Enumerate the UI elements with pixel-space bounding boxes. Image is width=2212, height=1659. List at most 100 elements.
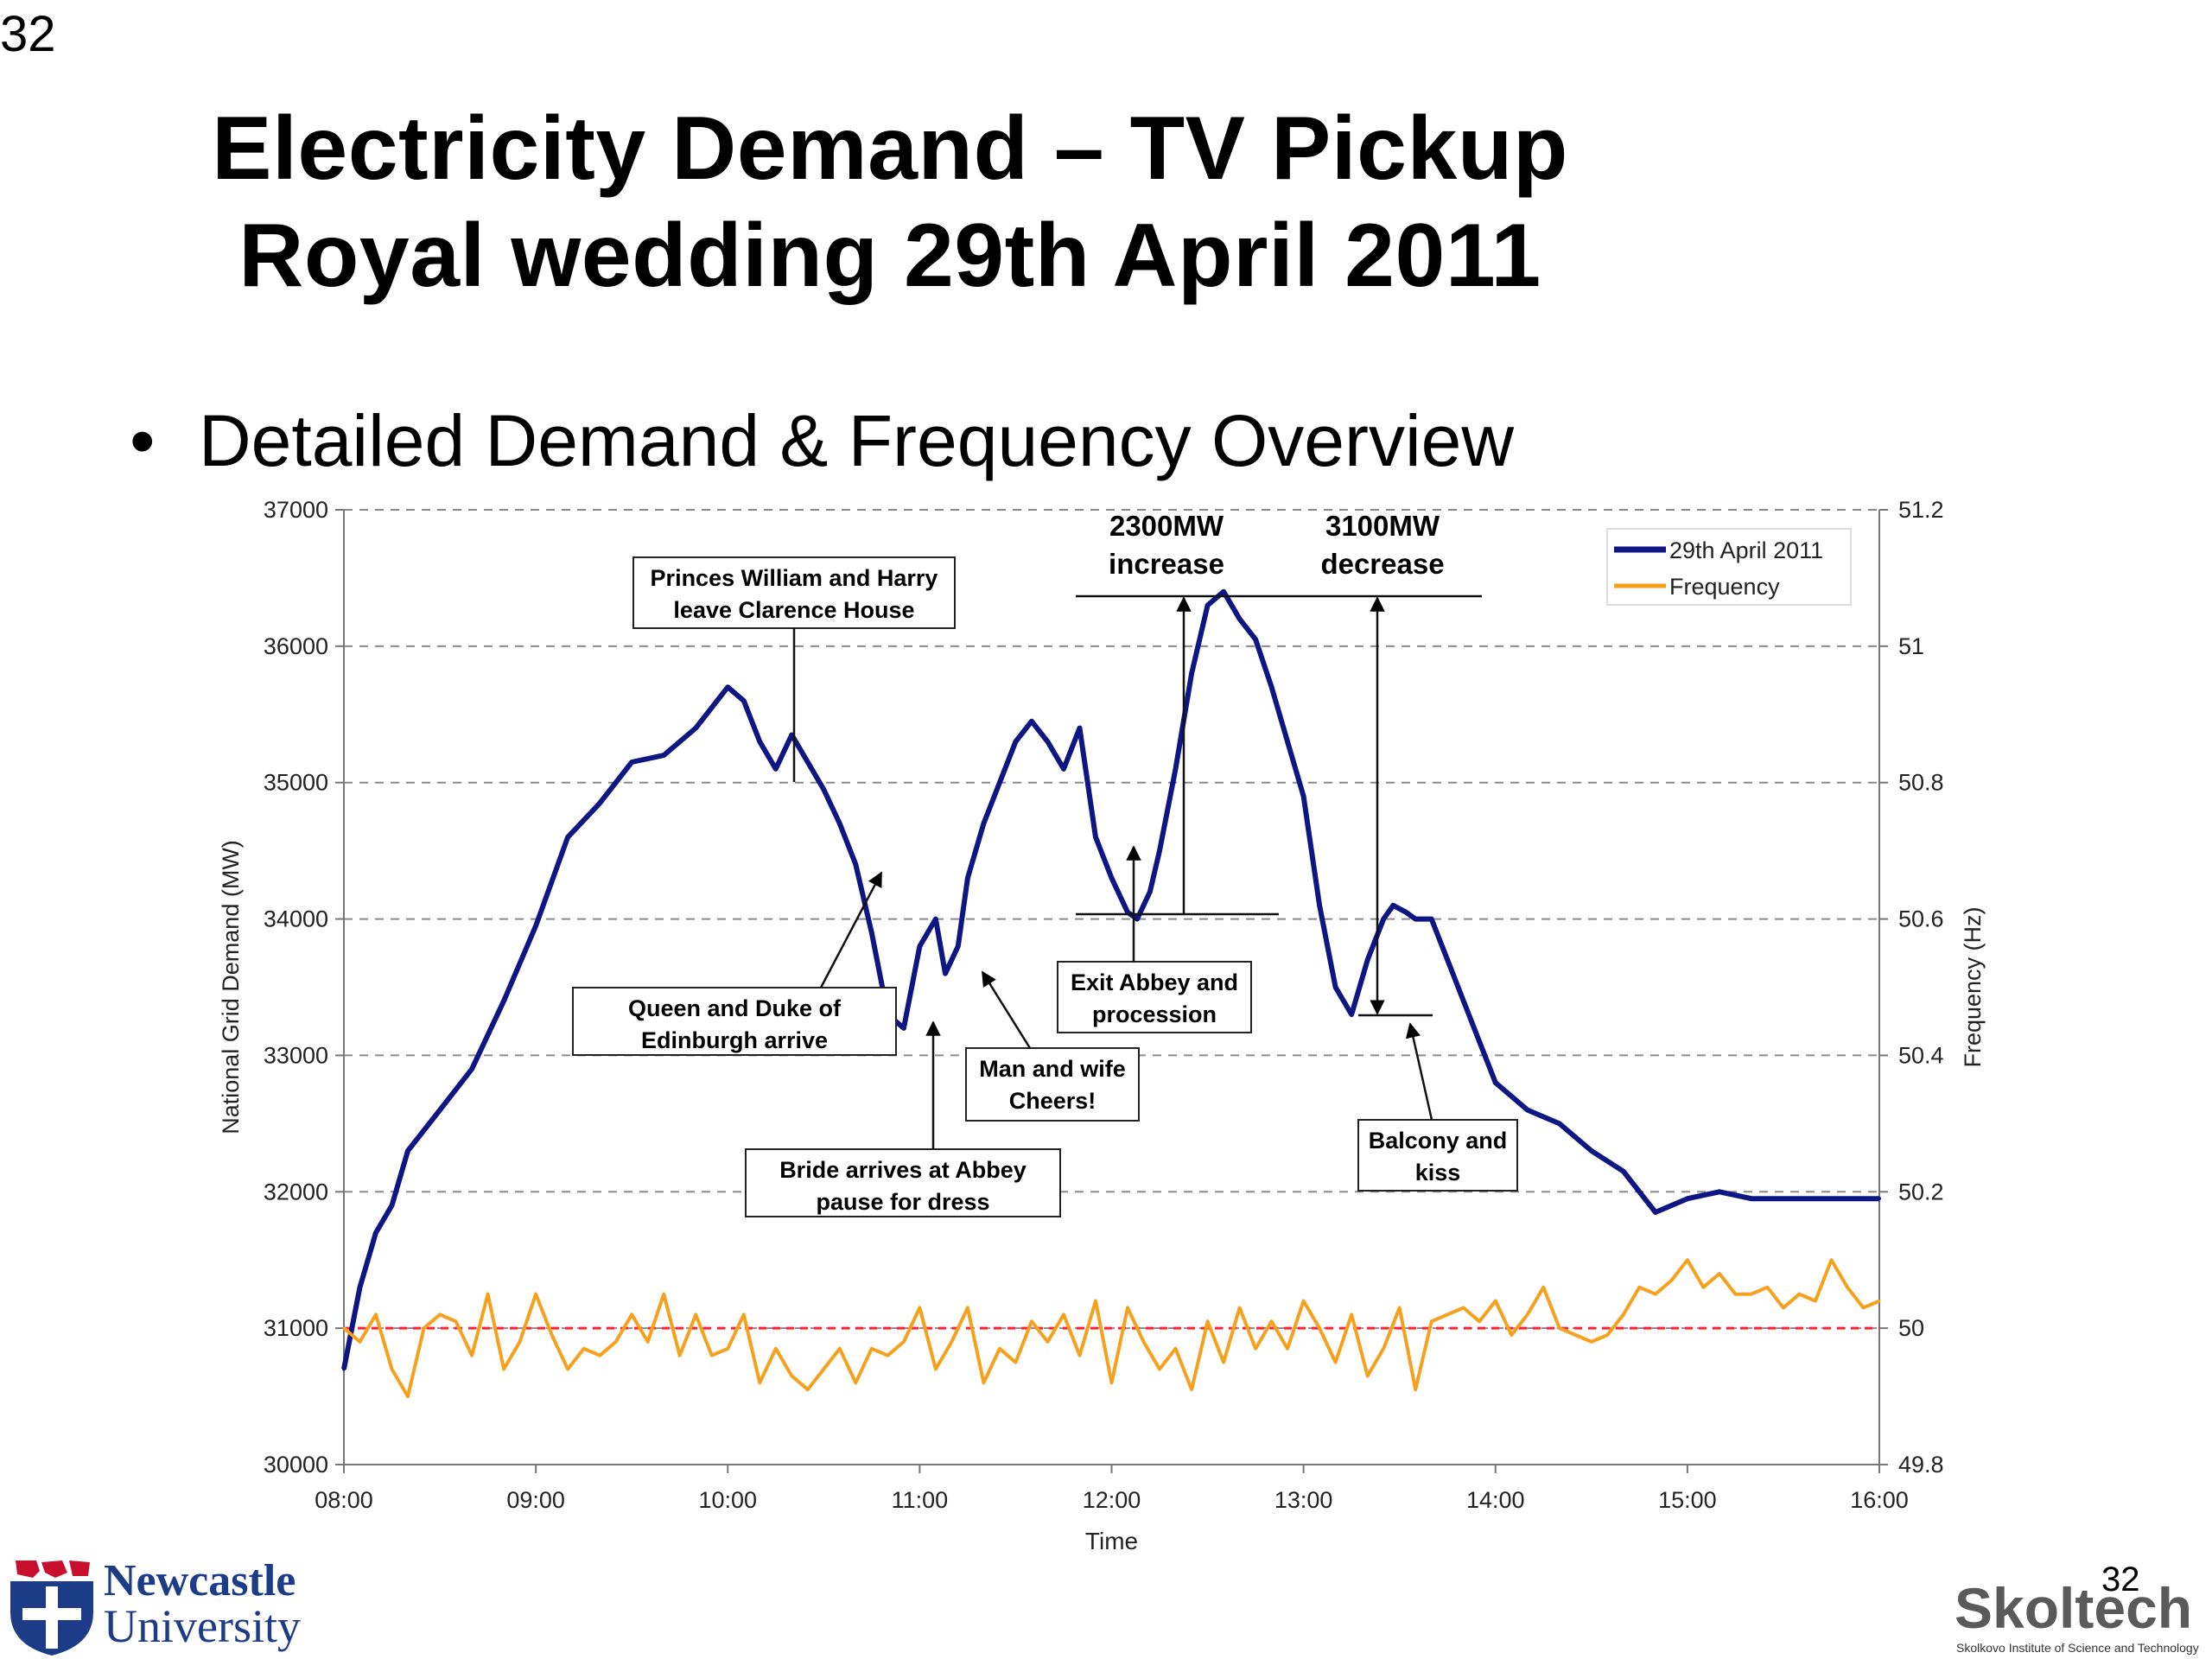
- frequency-point: [854, 1381, 857, 1384]
- frequency-point: [1846, 1286, 1849, 1289]
- demand-point: [758, 740, 762, 744]
- demand-point: [1414, 917, 1418, 921]
- demand-point: [773, 766, 778, 771]
- demand-point: [1333, 985, 1338, 989]
- x-tick-label: 09:00: [506, 1487, 565, 1513]
- skoltech-logo: Skoltech Skolkovo Institute of Science a…: [1955, 1576, 2199, 1655]
- frequency-point: [1733, 1293, 1737, 1296]
- frequency-point: [1637, 1286, 1641, 1289]
- frequency-point: [1254, 1347, 1257, 1351]
- demand-point: [358, 1285, 362, 1289]
- demand-point: [901, 1026, 906, 1030]
- demand-point: [1077, 726, 1082, 730]
- demand-point: [726, 685, 730, 690]
- slide-title: Electricity Demand – TV Pickup Royal wed…: [104, 95, 1676, 309]
- demand-point: [1589, 1148, 1593, 1153]
- demand-point: [982, 822, 986, 826]
- demand-point: [1254, 637, 1258, 641]
- frequency-point: [886, 1354, 889, 1357]
- annotation-text-queen: Queen and Duke of: [628, 995, 842, 1021]
- demand-point: [694, 726, 698, 730]
- demand-point: [933, 917, 938, 921]
- annotation-text-exit: Exit Abbey and: [1071, 969, 1238, 995]
- legend: 29th April 2011 Frequency: [1606, 528, 1852, 606]
- frequency-point: [1094, 1300, 1097, 1303]
- frequency-point: [1861, 1306, 1865, 1309]
- y-tick-label: 35000: [264, 770, 328, 796]
- demand-point: [1237, 617, 1242, 621]
- demand-point: [1350, 1013, 1354, 1017]
- demand-point: [1749, 1197, 1753, 1201]
- x-tick-label: 16:00: [1850, 1487, 1909, 1513]
- frequency-point: [1318, 1326, 1321, 1330]
- demand-point: [1301, 794, 1306, 798]
- frequency-point: [486, 1293, 490, 1296]
- frequency-point: [1222, 1361, 1225, 1364]
- frequency-point: [598, 1354, 601, 1357]
- frequency-point: [1142, 1340, 1146, 1344]
- frequency-point: [438, 1313, 442, 1316]
- frequency-point: [742, 1313, 746, 1316]
- legend-label-demand: 29th April 2011: [1669, 537, 1823, 563]
- demand-point: [1046, 740, 1050, 744]
- y-axis-title: National Grid Demand (MW): [218, 840, 244, 1135]
- annotation-box-bride: [745, 1148, 1061, 1217]
- frequency-point: [1797, 1293, 1801, 1296]
- demand-point: [741, 699, 746, 702]
- frequency-point: [1062, 1313, 1065, 1316]
- demand-point: [534, 924, 538, 928]
- demand-point: [1147, 890, 1152, 893]
- demand-point: [1286, 740, 1290, 744]
- frequency-point: [502, 1368, 505, 1370]
- x-tick-label: 13:00: [1274, 1487, 1333, 1513]
- frequency-point: [822, 1368, 825, 1370]
- y2-tick-label: 51.2: [1898, 497, 1944, 523]
- demand-point: [1109, 876, 1114, 880]
- frequency-point: [1478, 1319, 1481, 1323]
- annotation-text-exit: procession: [1092, 1001, 1217, 1027]
- demand-point: [1205, 603, 1210, 607]
- frequency-point: [1510, 1333, 1513, 1337]
- frequency-point: [614, 1340, 618, 1344]
- frequency-point: [391, 1368, 394, 1370]
- demand-point: [1135, 917, 1140, 921]
- frequency-point: [1526, 1313, 1529, 1316]
- frequency-point: [710, 1354, 714, 1357]
- frequency-point: [1350, 1313, 1353, 1316]
- demand-point: [1493, 1081, 1497, 1084]
- demand-series: [341, 588, 1881, 1371]
- frequency-point: [1462, 1306, 1465, 1309]
- y2-tick-label: 50.2: [1898, 1179, 1944, 1205]
- frequency-point: [1430, 1319, 1433, 1323]
- annotation-box-princes: [632, 556, 956, 629]
- annotation-text-cheers: Man and wife: [979, 1056, 1126, 1082]
- frequency-point: [1334, 1361, 1338, 1364]
- demand-point: [1446, 957, 1450, 962]
- frequency-point: [790, 1374, 793, 1377]
- frequency-point: [1302, 1300, 1306, 1303]
- frequency-point: [1878, 1300, 1881, 1303]
- arrow-balcony: [1405, 1022, 1433, 1121]
- y2-axis-title: Frequency (Hz): [1960, 906, 1986, 1067]
- demand-point: [630, 760, 634, 765]
- frequency-point: [838, 1347, 842, 1351]
- frequency-point: [678, 1354, 682, 1357]
- frequency-point: [1382, 1347, 1385, 1351]
- frequency-point: [806, 1388, 810, 1391]
- frequency-point: [998, 1347, 1001, 1351]
- demand-point: [502, 999, 506, 1003]
- demand-point: [1029, 719, 1033, 723]
- demand-point: [1685, 1197, 1689, 1201]
- demand-point: [1461, 999, 1465, 1003]
- x-axis-title: Time: [1085, 1528, 1138, 1554]
- demand-point: [438, 1108, 442, 1112]
- frequency-point: [918, 1306, 921, 1309]
- axis-layer: 30000 31000 32000 33000 34000 35000 36000 37000…: [218, 497, 1986, 1554]
- y2-tick-label: 50.6: [1898, 906, 1944, 932]
- bullet-item: • Detailed Demand & Frequency Overview: [130, 397, 1514, 484]
- legend-label-frequency: Frequency: [1669, 574, 1780, 600]
- demand-point: [1781, 1197, 1785, 1201]
- demand-point: [1158, 849, 1162, 853]
- demand-point: [1173, 766, 1178, 771]
- y2-tick-label: 51: [1898, 633, 1924, 659]
